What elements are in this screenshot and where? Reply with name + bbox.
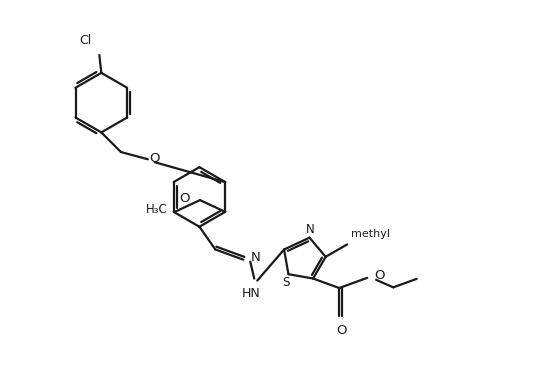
Text: O: O (374, 269, 384, 282)
Text: N: N (250, 251, 260, 264)
Text: O: O (336, 324, 346, 337)
Text: methyl: methyl (351, 229, 390, 239)
Text: S: S (282, 276, 289, 289)
Text: HN: HN (242, 286, 261, 300)
Text: Cl: Cl (79, 34, 91, 47)
Text: O: O (180, 192, 190, 205)
Text: H₃C: H₃C (146, 204, 168, 216)
Text: N: N (306, 223, 315, 236)
Text: O: O (150, 152, 160, 165)
